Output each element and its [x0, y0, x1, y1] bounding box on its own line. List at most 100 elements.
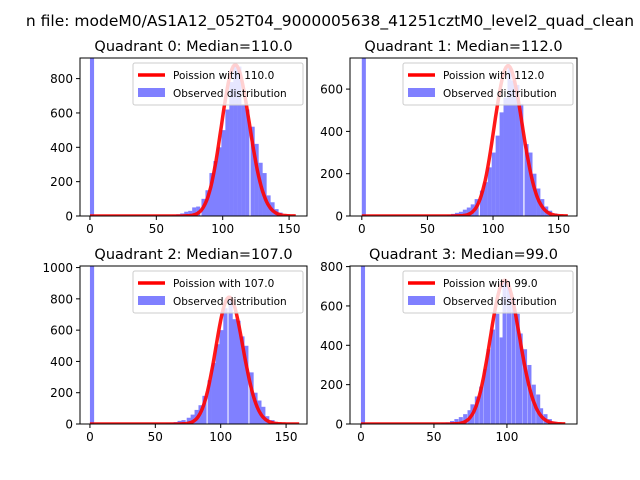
histogram-bar — [228, 298, 233, 424]
histogram-bar — [192, 207, 197, 216]
legend: Poission with 99.0 Observed distribution — [402, 270, 574, 314]
histogram-bar — [486, 349, 491, 424]
subplot-title: Quadrant 3: Median=99.0 — [369, 247, 558, 263]
y-tick-label: 600 — [50, 324, 73, 338]
histogram-bar — [360, 266, 366, 424]
x-tick-label: 0 — [86, 222, 94, 236]
x-tick-label: 0 — [358, 222, 366, 236]
legend-bar-swatch — [138, 88, 165, 97]
histogram-bar — [454, 419, 459, 424]
histogram-bar — [241, 104, 246, 216]
histogram-bar — [506, 286, 512, 424]
y-tick-label: 400 — [320, 339, 343, 353]
legend-label-observed: Observed distribution — [173, 88, 287, 100]
y-tick-label: 800 — [320, 260, 343, 274]
histogram-bar — [240, 336, 245, 424]
histogram-bar — [229, 82, 234, 216]
histogram-bar — [515, 313, 520, 424]
axes-frame — [79, 265, 308, 425]
histogram-bar — [532, 173, 537, 216]
x-tick-label: 100 — [211, 222, 234, 236]
subplot-title: Quadrant 0: Median=110.0 — [94, 39, 292, 55]
histogram-bar — [458, 211, 463, 216]
histogram-bar — [463, 414, 468, 424]
histogram-bar — [205, 190, 210, 216]
y-tick-label: 200 — [320, 167, 343, 181]
histogram-bar — [209, 173, 214, 216]
plot-area — [360, 266, 566, 424]
legend-label-poisson: Poission with 110.0 — [173, 70, 274, 82]
histogram-bar — [188, 210, 193, 216]
x-tick-label: 50 — [420, 222, 435, 236]
poisson-curve — [89, 295, 300, 424]
histogram-bar — [479, 190, 484, 216]
poisson-curve — [360, 278, 566, 424]
axes-frame — [79, 57, 308, 217]
x-tick-label: 100 — [209, 430, 232, 444]
histogram-bar — [524, 144, 529, 216]
histogram-bar — [181, 420, 186, 424]
histogram-bar — [479, 386, 484, 424]
y-tick-label: 800 — [50, 72, 73, 86]
subplot-title: Quadrant 2: Median=107.0 — [94, 247, 292, 263]
histogram-bar — [223, 308, 228, 424]
x-tick-label: 100 — [495, 430, 518, 444]
x-tick-label: 150 — [278, 222, 301, 236]
y-tick-label: 0 — [65, 210, 73, 224]
histogram-bar — [249, 372, 254, 424]
histogram-bar — [519, 103, 524, 216]
histogram-bar — [515, 84, 520, 216]
y-tick-label: 0 — [65, 418, 73, 432]
legend-bar-swatch — [408, 88, 435, 97]
legend: Poission with 112.0 Observed distribution — [402, 62, 574, 106]
x-tick-label: 0 — [86, 430, 94, 444]
histogram-bar — [483, 182, 488, 216]
subplot-quadrant-2: 0 50 100 150 0 200 400 600 800 1000 Quadrant 2: Me… — [42, 247, 308, 444]
legend-bar-swatch — [408, 296, 435, 305]
histogram-bar — [236, 320, 241, 424]
histogram-bar — [361, 58, 366, 216]
x-tick-label: 150 — [275, 430, 298, 444]
x-tick-label: 50 — [426, 430, 441, 444]
legend-label-poisson: Poission with 112.0 — [443, 70, 544, 82]
histogram-bar — [250, 126, 255, 216]
y-tick-label: 600 — [320, 299, 343, 313]
x-tick-label: 0 — [357, 430, 365, 444]
histogram-bar — [211, 362, 216, 424]
axes-frame — [349, 57, 578, 217]
plot-area — [361, 58, 569, 216]
histogram-bar — [528, 152, 533, 216]
histogram-bar — [225, 109, 230, 216]
x-tick-label: 100 — [482, 222, 505, 236]
histogram-bar — [89, 58, 95, 216]
legend-label-observed: Observed distribution — [443, 88, 557, 100]
x-tick-label: 50 — [148, 430, 163, 444]
histogram-bar — [499, 337, 504, 424]
y-tick-label: 200 — [320, 378, 343, 392]
histogram-bar — [474, 396, 479, 424]
histogram-bar — [254, 143, 259, 216]
y-tick-label: 0 — [335, 418, 343, 432]
histogram-bar — [190, 414, 195, 424]
histogram-bar — [217, 147, 222, 216]
histogram-bar — [499, 112, 504, 216]
histogram-bar — [522, 349, 528, 424]
y-tick-label: 200 — [50, 175, 73, 189]
x-tick-label: 150 — [547, 222, 570, 236]
histogram-bar — [507, 67, 512, 216]
histogram-bar — [462, 209, 467, 216]
figure-title: n file: modeM0/AS1A12_052T04_9000005638_… — [26, 12, 634, 31]
poisson-curve — [89, 63, 297, 216]
histogram-bar — [186, 417, 191, 424]
histogram-bar — [511, 80, 516, 216]
y-tick-label: 600 — [50, 106, 73, 120]
legend-label-poisson: Poission with 107.0 — [173, 278, 274, 290]
subplot-quadrant-0: 0 50 100 150 0 200 400 600 800 Quadrant 0: Median… — [50, 39, 308, 236]
subplot-title: Quadrant 1: Median=112.0 — [364, 39, 562, 55]
subplot-quadrant-1: 0 50 100 150 0 200 400 600 Quadrant 1: Median=11… — [320, 39, 578, 236]
y-tick-label: 800 — [50, 292, 73, 306]
histogram-bar — [527, 364, 532, 424]
histogram-bar — [503, 97, 508, 216]
histogram-bar — [487, 167, 492, 216]
